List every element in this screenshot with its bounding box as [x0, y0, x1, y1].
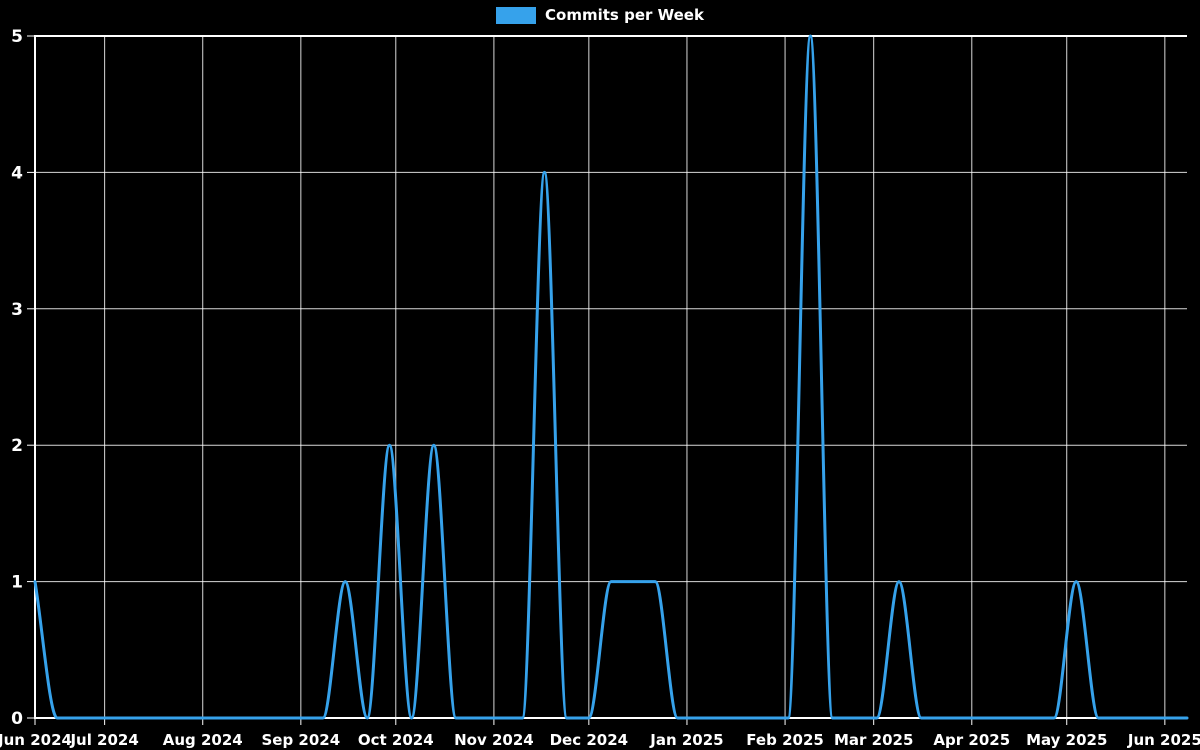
y-axis-label: 1 [11, 573, 23, 593]
x-axis-label: Sep 2024 [262, 731, 341, 749]
x-axis-label: Jun 2024 [0, 731, 72, 749]
y-axis-label: 0 [11, 709, 23, 729]
x-axis-label: Jul 2024 [69, 731, 138, 749]
y-axis-label: 3 [11, 300, 23, 320]
y-axis-label: 5 [11, 27, 23, 47]
x-axis-label: Oct 2024 [358, 731, 434, 749]
x-axis-label: May 2025 [1026, 731, 1107, 749]
y-axis-label: 2 [11, 436, 23, 456]
x-axis-label: Dec 2024 [550, 731, 629, 749]
x-axis-label: Nov 2024 [454, 731, 534, 749]
legend-label: Commits per Week [545, 6, 704, 24]
x-axis-label: Mar 2025 [834, 731, 913, 749]
x-axis-label: Jun 2025 [1127, 731, 1200, 749]
y-axis-label: 4 [11, 163, 23, 183]
x-axis-label: Apr 2025 [933, 731, 1010, 749]
x-axis-label: Jan 2025 [649, 731, 723, 749]
legend-item-commits-per-week[interactable]: Commits per Week [496, 7, 704, 24]
chart-legend: Commits per Week [0, 7, 1200, 24]
legend-swatch-icon [496, 7, 537, 24]
x-axis-label: Feb 2025 [746, 731, 824, 749]
x-axis-label: Aug 2024 [163, 731, 243, 749]
commits-line-series [33, 34, 1189, 720]
